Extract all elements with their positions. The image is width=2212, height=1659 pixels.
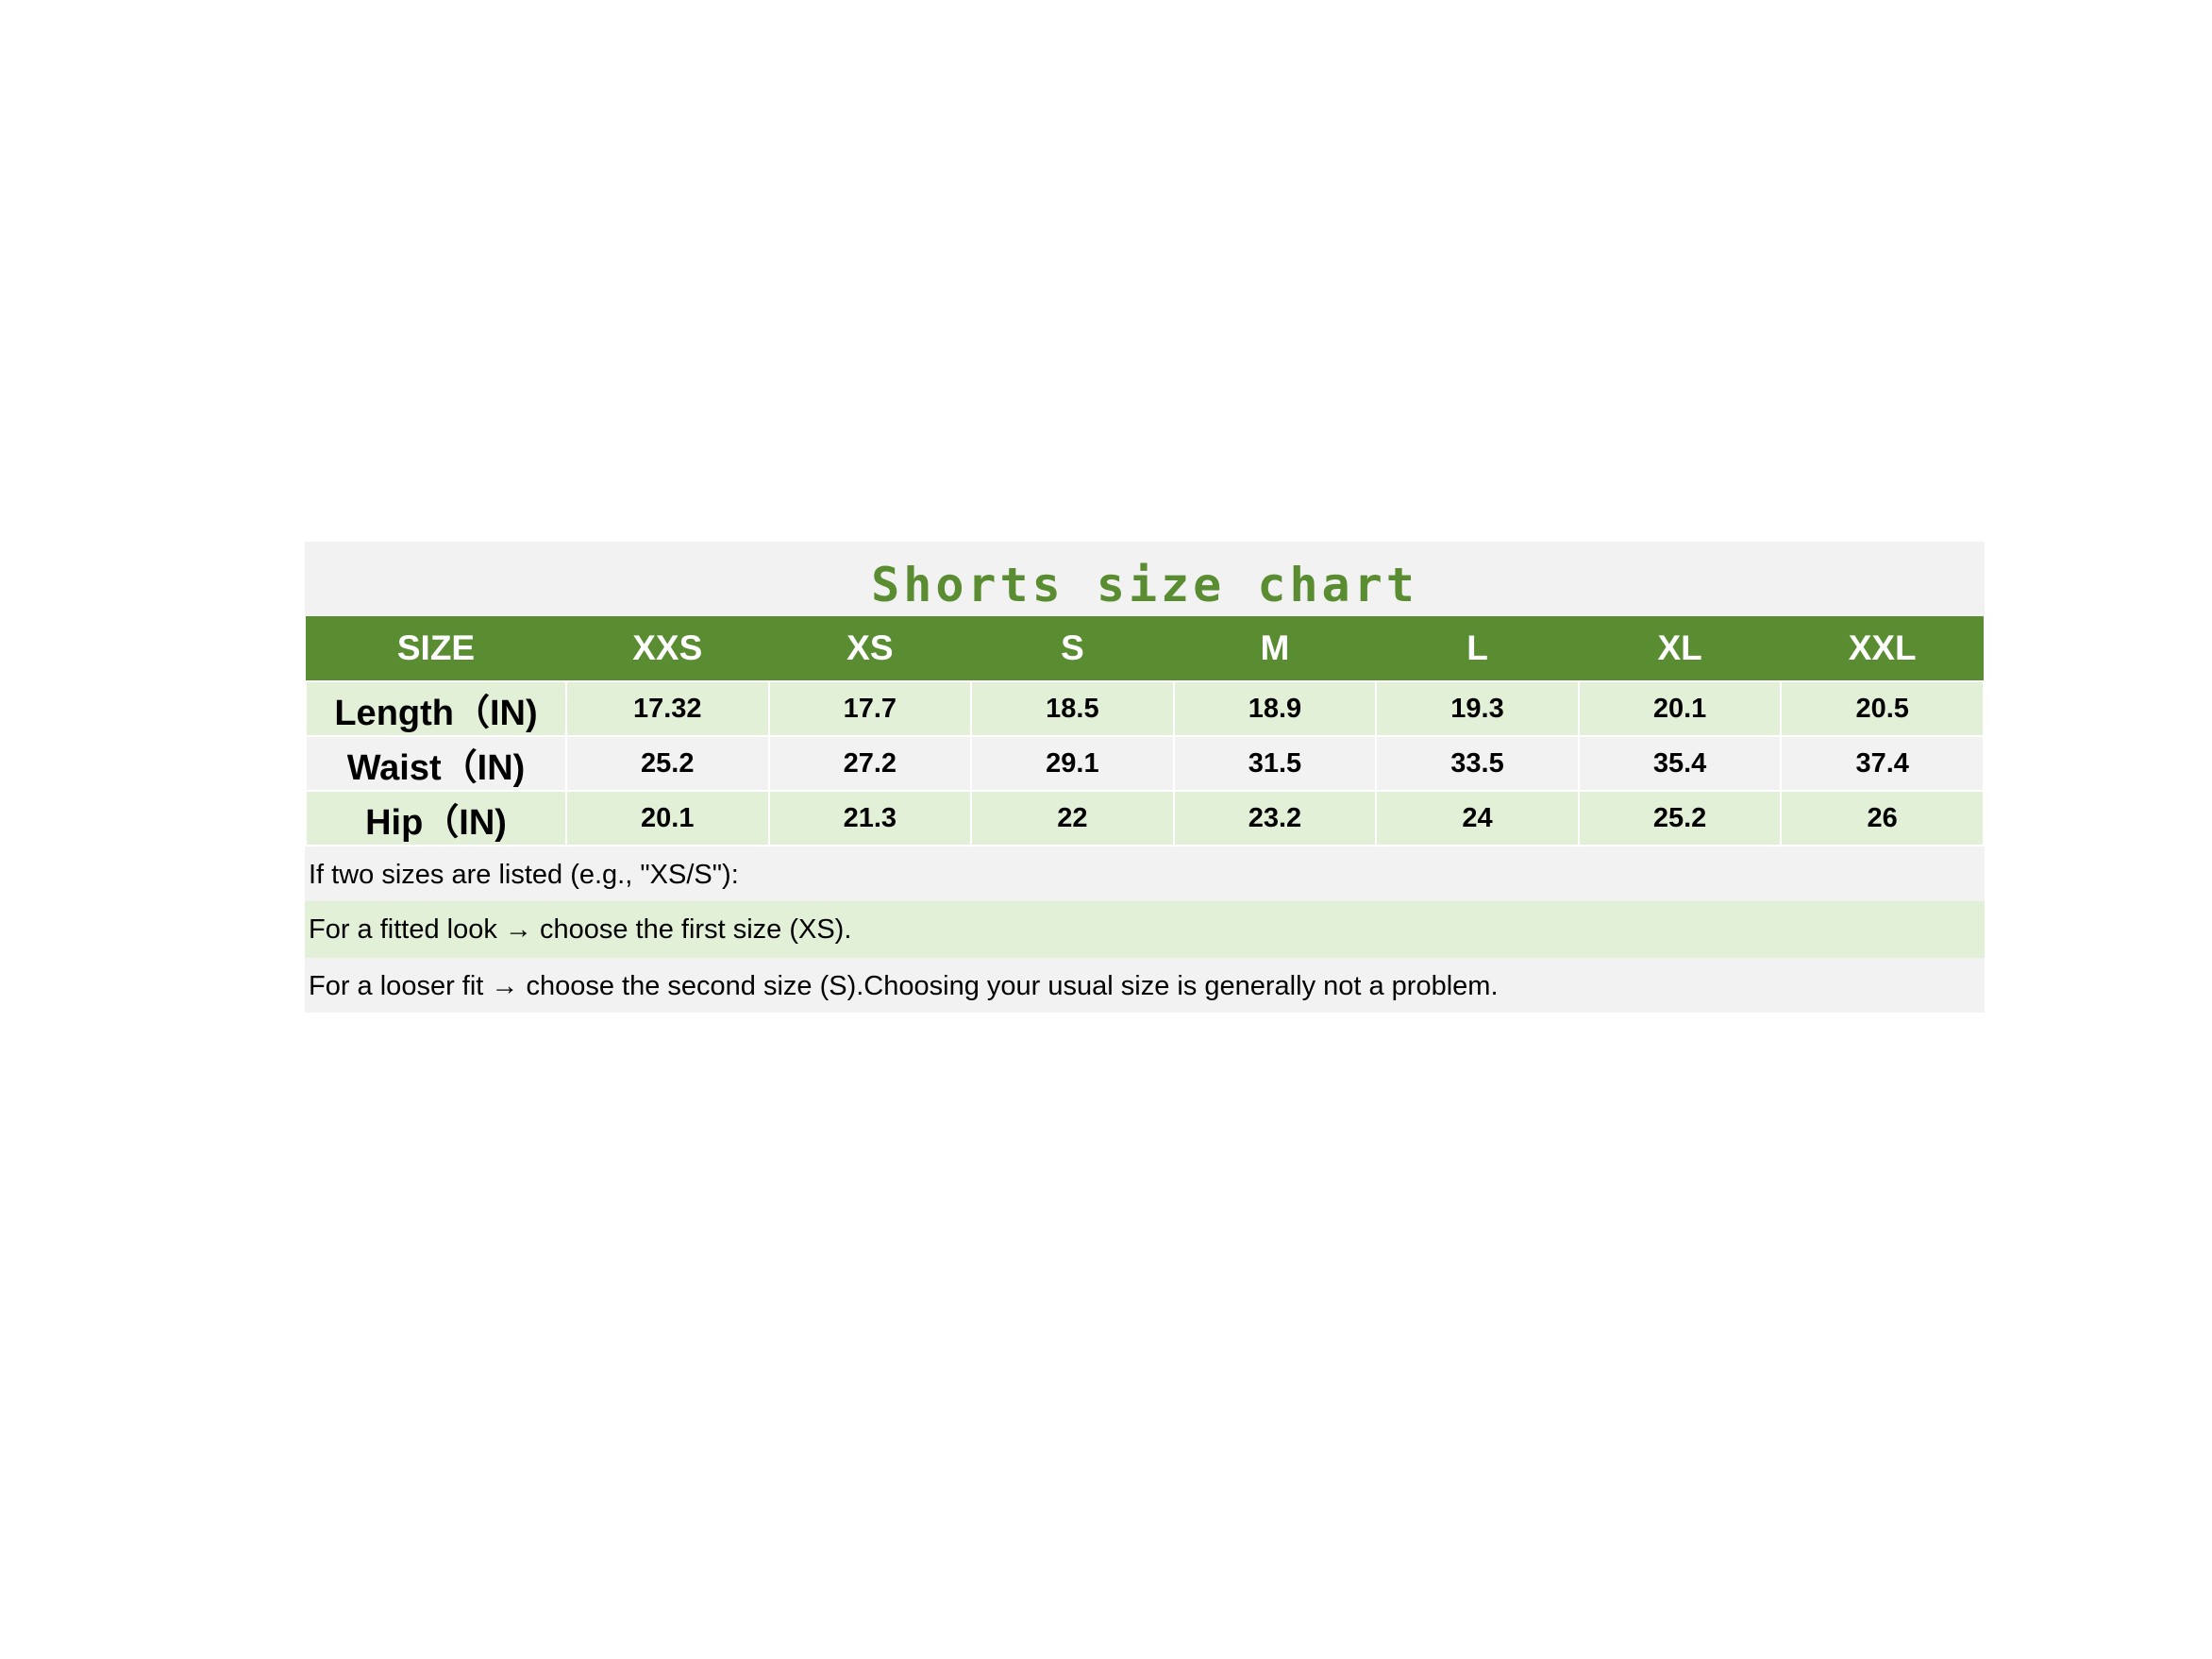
table-cell: 20.1 xyxy=(1577,680,1783,737)
table-cell: 33.5 xyxy=(1375,735,1580,792)
table-cell: 24 xyxy=(1375,790,1580,846)
header-cell: XXL xyxy=(1781,616,1984,681)
table-cell: 21.3 xyxy=(767,790,973,846)
header-row: SIZE XXS XS S M L XL XXL xyxy=(306,616,1984,681)
table-row: Length（IN) 17.32 17.7 18.5 18.9 19.3 20.1 20.5 xyxy=(305,680,1985,737)
header-cell: S xyxy=(971,616,1174,681)
header-cell: M xyxy=(1173,616,1377,681)
table-cell: 27.2 xyxy=(767,735,973,792)
table-cell: 23.2 xyxy=(1172,790,1378,846)
table-cell: 22 xyxy=(970,790,1175,846)
note-line: For a looser fit → choose the second siz… xyxy=(305,958,1985,1013)
header-cell: XXS xyxy=(566,616,769,681)
row-label: Hip（IN) xyxy=(305,790,567,846)
row-label: Length（IN) xyxy=(305,680,567,737)
table-cell: 25.2 xyxy=(1577,790,1783,846)
table-cell: 35.4 xyxy=(1577,735,1783,792)
row-label: Waist（IN) xyxy=(305,735,567,792)
header-cell: XL xyxy=(1578,616,1782,681)
header-cell: L xyxy=(1376,616,1579,681)
table-cell: 20.1 xyxy=(565,790,770,846)
table-cell: 18.5 xyxy=(970,680,1175,737)
header-cell: SIZE xyxy=(306,616,566,681)
table-cell: 20.5 xyxy=(1780,680,1985,737)
table-row: Waist（IN) 25.2 27.2 29.1 31.5 33.5 35.4 37.4 xyxy=(305,735,1985,792)
table-cell: 29.1 xyxy=(970,735,1175,792)
table-cell: 31.5 xyxy=(1172,735,1378,792)
table-cell: 26 xyxy=(1780,790,1985,846)
table-cell: 18.9 xyxy=(1172,680,1378,737)
table-cell: 17.32 xyxy=(565,680,770,737)
table-row: Hip（IN) 20.1 21.3 22 23.2 24 25.2 26 xyxy=(305,790,1985,846)
chart-title: Shorts size chart xyxy=(305,542,1985,616)
note-line: For a fitted look → choose the first siz… xyxy=(305,901,1985,958)
size-chart: Shorts size chart SIZE XXS XS S M L XL X… xyxy=(305,542,1985,1013)
table-cell: 25.2 xyxy=(565,735,770,792)
note-line: If two sizes are listed (e.g., "XS/S"): xyxy=(305,846,1985,901)
header-cell: XS xyxy=(768,616,972,681)
table-cell: 17.7 xyxy=(767,680,973,737)
table-cell: 37.4 xyxy=(1780,735,1985,792)
table-cell: 19.3 xyxy=(1375,680,1580,737)
size-table: SIZE XXS XS S M L XL XXL Length（IN) 17.32… xyxy=(305,616,1985,846)
